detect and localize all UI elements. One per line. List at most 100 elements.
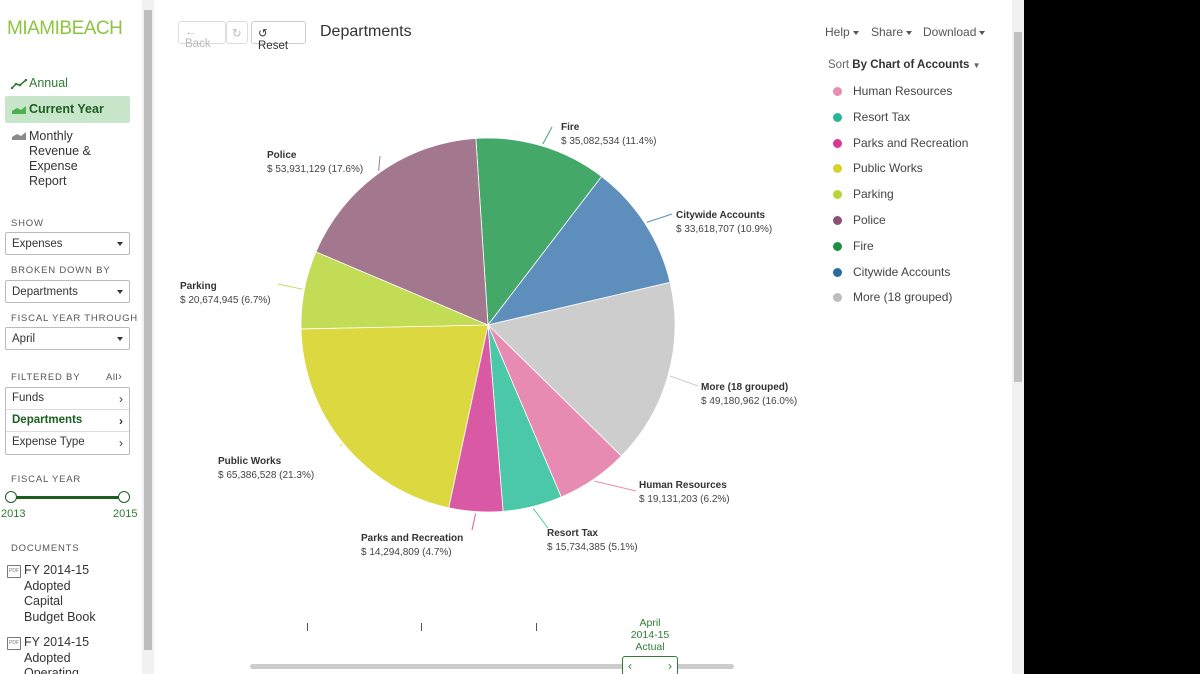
filter-funds[interactable]: Funds › [6, 388, 129, 410]
pie-leader-line [669, 375, 699, 387]
pie-slice-value-label: $ 20,674,945 (6.7%) [180, 295, 271, 306]
chevron-right-icon: › [119, 392, 123, 406]
nav-annual[interactable]: Annual [5, 76, 130, 90]
pie-slice[interactable] [487, 175, 671, 326]
chevron-right-icon: › [119, 414, 123, 428]
main-scrollbar[interactable] [1012, 0, 1024, 674]
legend-swatch [833, 267, 842, 277]
legend-label: Parks and Recreation [853, 135, 969, 150]
legend-label: Human Resources [853, 84, 953, 98]
pdf-icon: PDF [7, 637, 21, 650]
fiscal-year-slider-end-handle[interactable] [118, 491, 130, 503]
chevron-right-icon[interactable]: › [668, 659, 672, 673]
caret-down-icon [852, 30, 859, 35]
legend-swatch [833, 164, 842, 174]
filter-label: Departments [12, 414, 83, 426]
sort-prefix: Sort [828, 59, 850, 71]
sort-dropdown[interactable]: Sort By Chart of Accounts ▼ [828, 59, 981, 71]
pie-slice-name-label: Resort Tax [547, 528, 598, 539]
fiscal-through-select[interactable]: April [5, 327, 130, 350]
filter-list: Funds › Departments › Expense Type › [5, 387, 130, 455]
legend-label: Fire [853, 238, 874, 253]
legend-item[interactable]: Parks and Recreation [833, 136, 968, 162]
fiscal-year-slider-track[interactable] [11, 496, 124, 499]
download-label: Download [923, 25, 977, 39]
pie-leader-line [378, 155, 381, 171]
document-line: Operating [24, 666, 79, 674]
legend-item[interactable]: Police [833, 213, 968, 239]
timeline-current-label: April 2014-15 Actual [620, 617, 680, 653]
fiscal-year-start-label: 2013 [1, 508, 26, 520]
legend-label: Parking [853, 187, 894, 202]
pie-leader-line [471, 513, 477, 531]
legend-item[interactable]: Resort Tax [833, 110, 968, 136]
caret-down-icon [906, 30, 913, 35]
filters-all-link[interactable]: All› [106, 371, 122, 383]
pie-slice[interactable] [315, 137, 489, 326]
pie-slice[interactable] [475, 137, 603, 327]
timeline-handle[interactable]: ‹ › [622, 656, 678, 674]
sidebar-scrollbar-thumb[interactable] [144, 10, 152, 650]
timeline-track[interactable] [250, 664, 734, 669]
miami-beach-logo[interactable]: MIAMIBEACH [7, 18, 123, 39]
filter-departments[interactable]: Departments › [6, 410, 129, 432]
show-select-value: Expenses [12, 238, 63, 250]
legend-swatch [833, 293, 842, 303]
pie-slice-value-label: $ 19,131,203 (6.2%) [639, 494, 730, 505]
legend-swatch [833, 87, 842, 96]
timeline-label-line: 2014-15 [630, 629, 670, 641]
broken-down-select[interactable]: Departments [5, 280, 130, 303]
legend-swatch [833, 112, 842, 122]
timeline-tick [421, 623, 422, 631]
download-menu[interactable]: Download [923, 25, 986, 39]
pie-slice-value-label: $ 53,931,129 (17.6%) [267, 164, 363, 175]
arrow-left-icon: ← [185, 26, 197, 38]
sidebar-scrollbar[interactable] [142, 0, 154, 674]
caret-down-icon: ▼ [972, 61, 981, 70]
sidebar: MIAMIBEACH Annual Current Year Monthly R… [0, 0, 142, 674]
help-label: Help [825, 25, 850, 39]
area-chart-icon [12, 105, 26, 114]
legend-swatch [833, 215, 842, 225]
back-button[interactable]: ← Back [178, 21, 226, 50]
legend-label: Police [853, 212, 886, 227]
show-label: SHOW [11, 218, 44, 229]
document-link-operating-budget[interactable]: PDF FY 2014-15 Adopted Operating [7, 635, 137, 674]
document-line: FY 2014-15 [24, 563, 90, 577]
chevron-left-icon[interactable]: ‹ [628, 659, 632, 673]
legend-item[interactable]: Parking [833, 187, 968, 213]
broken-down-label: BROKEN DOWN BY [11, 265, 111, 276]
broken-down-value: Departments [12, 286, 78, 298]
fiscal-through-value: April [12, 333, 36, 345]
pie-slice[interactable] [300, 324, 489, 509]
help-menu[interactable]: Help [825, 25, 859, 39]
nav-current-year[interactable]: Current Year [5, 96, 130, 123]
filter-expense-type[interactable]: Expense Type › [6, 432, 129, 454]
legend-swatch [833, 241, 842, 251]
nav-current-year-label: Current Year [29, 102, 104, 116]
document-link-capital-budget[interactable]: PDF FY 2014-15 Adopted Capital Budget Bo… [7, 563, 137, 625]
sort-value: By Chart of Accounts [852, 59, 970, 71]
fiscal-year-slider-start-handle[interactable] [5, 491, 17, 503]
timeline-tick [307, 623, 308, 631]
nav-monthly-line: Monthly [29, 129, 73, 143]
legend-item[interactable]: More (18 grouped) [833, 290, 968, 316]
fiscal-year-label: FISCAL YEAR [11, 474, 82, 485]
filtered-by-label: FILTERED BY [11, 372, 81, 383]
filters-all-label: All [106, 372, 119, 383]
main-scrollbar-thumb[interactable] [1014, 32, 1022, 382]
legend-item[interactable]: Citywide Accounts [833, 265, 968, 291]
pie-slice-name-label: Citywide Accounts [676, 210, 766, 221]
pie-slice-value-label: $ 49,180,962 (16.0%) [701, 396, 797, 407]
legend-item[interactable]: Fire [833, 239, 968, 265]
legend-item[interactable]: Human Resources [833, 84, 968, 110]
redo-button[interactable]: ↻ [226, 21, 248, 44]
share-menu[interactable]: Share [871, 25, 913, 39]
legend-item[interactable]: Public Works [833, 161, 968, 187]
pie-slice-value-label: $ 65,386,528 (21.3%) [218, 470, 314, 481]
pie-slice[interactable] [487, 281, 676, 457]
show-select[interactable]: Expenses [5, 232, 130, 255]
area-chart-icon [12, 132, 26, 140]
reset-button[interactable]: ↺ Reset [251, 21, 306, 52]
legend-label: Resort Tax [853, 109, 911, 124]
